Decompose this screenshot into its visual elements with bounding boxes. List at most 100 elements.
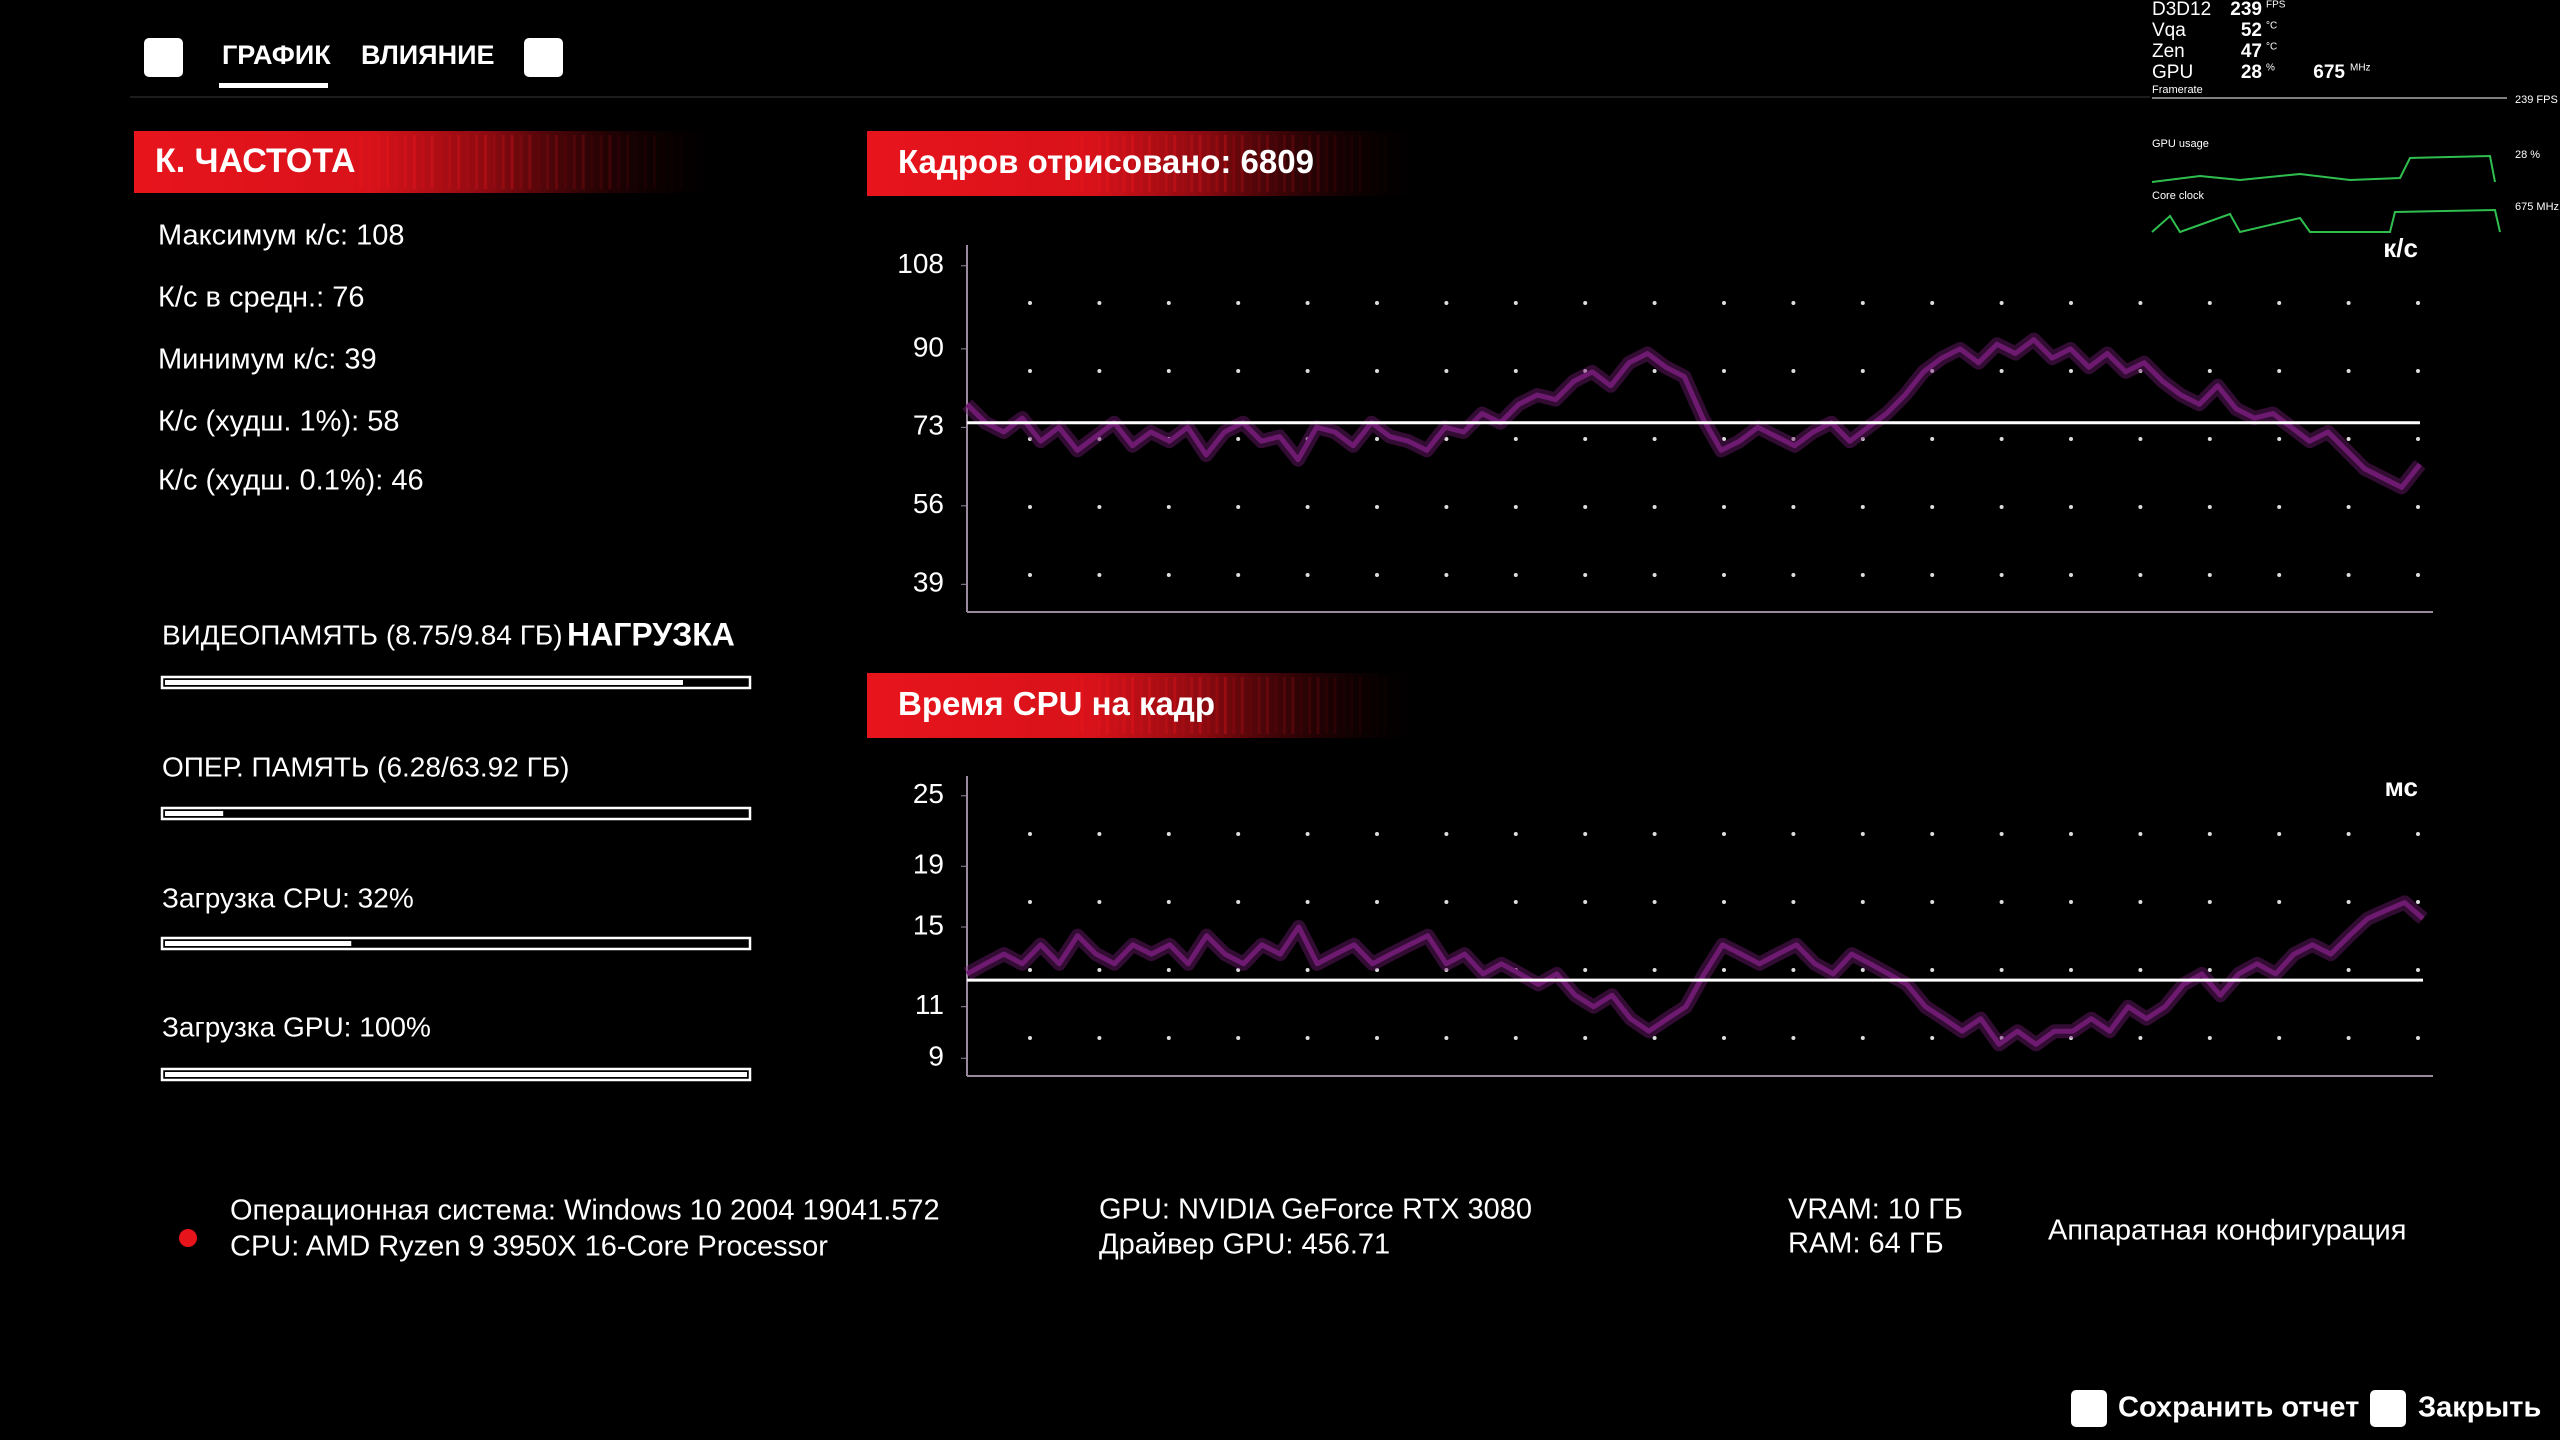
stat-line: К/с в средн.: 76 <box>158 282 364 314</box>
grid-dot <box>1375 1036 1379 1040</box>
grid-dot <box>1097 369 1102 373</box>
grid-dot <box>2346 900 2351 904</box>
key-label: ESC <box>2375 1400 2402 1415</box>
system-info: Драйвер GPU: 456.71 <box>1099 1229 1390 1261</box>
grid-dot <box>1513 437 1518 441</box>
section-title: К. ЧАСТОТА <box>155 142 356 180</box>
grid-dot <box>1028 301 1032 305</box>
header-noise <box>1139 135 1143 192</box>
header-noise <box>1392 677 1395 734</box>
grid-dot <box>1791 900 1796 904</box>
grid-dot <box>1375 437 1379 441</box>
tab[interactable]: ГРАФИК <box>222 40 331 70</box>
grid-dot <box>1444 301 1449 305</box>
grid-dot <box>1236 505 1241 509</box>
header-noise <box>350 135 354 189</box>
grid-dot <box>1166 301 1171 305</box>
header-noise <box>546 135 550 189</box>
overlay-graph-label: Core clock <box>2152 190 2204 202</box>
grid-dot <box>2416 437 2420 441</box>
grid-dot <box>1583 369 1588 373</box>
grid-dot <box>1930 437 1935 441</box>
header-noise <box>635 135 638 189</box>
header-bar <box>867 673 1429 738</box>
grid-dot <box>2346 573 2351 577</box>
grid-dot <box>1444 505 1449 509</box>
grid-dot <box>2416 968 2420 972</box>
overlay-graph-reading: 675 MHz <box>2515 201 2559 213</box>
system-info: VRAM: 10 ГБ <box>1788 1194 1963 1226</box>
header-bar <box>867 131 1429 196</box>
grid-dot <box>1028 968 1032 972</box>
grid-dot <box>2138 437 2143 441</box>
grid-dot <box>2277 437 2282 441</box>
grid-dot <box>2416 301 2420 305</box>
key-box <box>2370 1390 2406 1427</box>
button-label[interactable]: Сохранить отчет <box>2118 1392 2359 1424</box>
grid-dot <box>1860 437 1865 441</box>
header-noise <box>1097 135 1101 192</box>
tab[interactable]: ВЛИЯНИЕ <box>361 40 495 70</box>
header-noise <box>680 135 683 189</box>
button-label[interactable]: Закрыть <box>2418 1392 2541 1424</box>
load-bar-fill <box>165 941 352 946</box>
header-noise <box>1249 135 1253 192</box>
grid-dot <box>2416 832 2420 836</box>
grid-dot <box>1999 301 2004 305</box>
header-noise <box>1131 135 1135 192</box>
grid-dot <box>1305 832 1310 836</box>
grid-dot <box>1722 900 1726 904</box>
header-noise <box>1080 677 1084 734</box>
grid-dot <box>2207 505 2212 509</box>
grid-dot <box>1236 301 1241 305</box>
grid-dot <box>1791 301 1796 305</box>
grid-dot <box>2346 301 2351 305</box>
grid-dot <box>2207 369 2212 373</box>
header-noise <box>1308 677 1312 734</box>
data-line <box>965 900 2425 1047</box>
grid-dot <box>1236 900 1241 904</box>
overlay-value: 675 <box>2313 62 2345 83</box>
header-noise <box>1215 677 1219 734</box>
key-label[interactable]: E <box>535 43 551 70</box>
header-noise <box>421 135 425 189</box>
grid-dot <box>1375 505 1379 509</box>
header-noise <box>1223 135 1227 192</box>
header-noise <box>1350 135 1354 192</box>
grid-dot <box>1791 1036 1796 1040</box>
grid-dot <box>1930 900 1935 904</box>
tab-underline <box>219 83 328 88</box>
grid-dot <box>1166 832 1171 836</box>
grid-dot <box>1860 1036 1865 1040</box>
grid-dot <box>1860 369 1865 373</box>
grid-dot <box>1583 573 1588 577</box>
grid-dot <box>1375 301 1379 305</box>
header-noise <box>617 135 621 189</box>
y-tick-label: 90 <box>913 331 944 362</box>
grid-dot <box>1513 505 1518 509</box>
grid-dot <box>1444 369 1449 373</box>
grid-dot <box>1583 505 1588 509</box>
header-noise <box>448 135 452 189</box>
grid-dot <box>2346 369 2351 373</box>
grid-dot <box>1652 573 1657 577</box>
header-noise <box>662 135 665 189</box>
overlay-label: Zen <box>2152 41 2185 62</box>
grid-dot <box>1375 369 1379 373</box>
header-noise <box>1240 677 1244 734</box>
key-label[interactable]: Q <box>154 43 173 70</box>
header-noise <box>599 135 603 189</box>
grid-dot <box>2416 573 2420 577</box>
header-noise <box>1342 677 1345 734</box>
grid-dot <box>2138 369 2143 373</box>
grid-dot <box>1722 573 1726 577</box>
grid-dot <box>1930 505 1935 509</box>
grid-dot <box>1444 437 1449 441</box>
header-noise <box>581 135 585 189</box>
grid-dot <box>1652 900 1657 904</box>
hardware-link[interactable]: Аппаратная конфигурация <box>2048 1215 2406 1247</box>
grid-dot <box>2346 505 2351 509</box>
grid-dot <box>1722 832 1726 836</box>
grid-dot <box>2069 505 2073 509</box>
